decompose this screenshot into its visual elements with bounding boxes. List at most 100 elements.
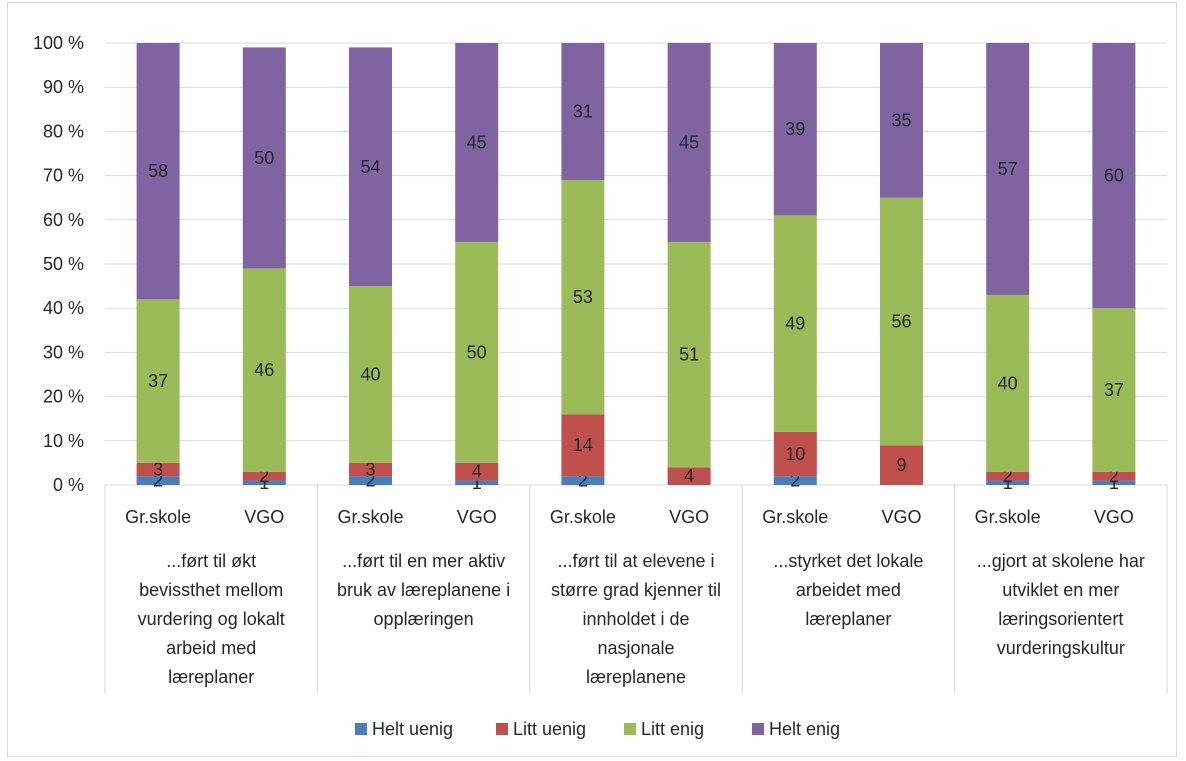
data-label: 58 bbox=[148, 161, 168, 181]
bar-segment-helt-enig bbox=[136, 43, 180, 300]
data-label: 10 bbox=[785, 444, 805, 464]
bar-segment-helt-enig bbox=[773, 43, 817, 216]
bar-segment-litt-enig bbox=[986, 294, 1030, 472]
data-label: 39 bbox=[785, 119, 805, 139]
data-label: 56 bbox=[891, 311, 911, 331]
bar-segment-litt-uenig bbox=[561, 414, 605, 477]
legend-swatch bbox=[752, 723, 764, 735]
y-tick-label: 80 % bbox=[43, 121, 84, 141]
data-label: 37 bbox=[148, 371, 168, 391]
bar-segment-litt-enig bbox=[667, 241, 711, 468]
y-tick-label: 90 % bbox=[43, 77, 84, 97]
data-label: 54 bbox=[360, 157, 380, 177]
data-label: 14 bbox=[573, 435, 593, 455]
bar-segment-litt-uenig bbox=[667, 467, 711, 485]
data-label: 2 bbox=[790, 471, 800, 491]
data-label: 60 bbox=[1104, 166, 1124, 186]
data-label: 53 bbox=[573, 287, 593, 307]
data-label: 49 bbox=[785, 314, 805, 334]
bar-segment-litt-uenig bbox=[880, 445, 923, 485]
bar-category-label: VGO bbox=[1094, 507, 1134, 527]
legend-label: Helt uenig bbox=[372, 719, 453, 739]
group-label-line: større grad kjenner til bbox=[551, 580, 721, 600]
bar-segment-litt-uenig bbox=[773, 431, 817, 477]
data-label: 3 bbox=[153, 460, 163, 480]
bar-segment-helt-uenig bbox=[349, 476, 392, 485]
legend-label: Helt enig bbox=[769, 719, 840, 739]
bar-category-label: VGO bbox=[881, 507, 921, 527]
bar-segment-helt-enig bbox=[880, 43, 923, 198]
group-label-line: innholdet i de bbox=[582, 609, 689, 629]
data-label: 37 bbox=[1104, 380, 1124, 400]
y-tick-label: 70 % bbox=[43, 166, 84, 186]
data-label: 31 bbox=[573, 102, 593, 122]
data-label: 3 bbox=[365, 460, 375, 480]
group-label-line: læreplaner bbox=[168, 667, 254, 687]
bar-segment-litt-enig bbox=[773, 215, 817, 432]
bar-segment-helt-enig bbox=[455, 43, 499, 242]
group-label-line: nasjonale bbox=[597, 638, 674, 658]
bar-segment-helt-enig bbox=[242, 47, 286, 269]
group-label-line: arbeidet med bbox=[796, 580, 901, 600]
bar-segment-litt-enig bbox=[349, 286, 392, 463]
bar-segment-litt-uenig bbox=[136, 462, 180, 477]
group-label-line: vurdering og lokalt bbox=[138, 609, 285, 629]
y-tick-label: 20 % bbox=[43, 387, 84, 407]
bar-segment-helt-uenig bbox=[986, 480, 1030, 485]
bar-segment-helt-uenig bbox=[242, 480, 286, 485]
data-label: 2 bbox=[578, 471, 588, 491]
data-label: 2 bbox=[365, 471, 375, 491]
legend-label: Litt uenig bbox=[513, 719, 586, 739]
y-tick-label: 10 % bbox=[43, 431, 84, 451]
group-label-line: ...ført til at elevene i bbox=[557, 551, 714, 571]
y-tick-label: 0 % bbox=[53, 475, 84, 495]
data-label: 1 bbox=[472, 473, 482, 493]
group-label-line: opplæringen bbox=[374, 609, 474, 629]
bar-category-label: VGO bbox=[669, 507, 709, 527]
bar-segment-litt-uenig bbox=[986, 471, 1030, 481]
bar-segment-helt-enig bbox=[1092, 43, 1136, 309]
data-label: 57 bbox=[998, 159, 1018, 179]
data-label: 50 bbox=[254, 148, 274, 168]
y-tick-label: 100 % bbox=[33, 33, 84, 53]
data-label: 45 bbox=[679, 132, 699, 152]
data-label: 9 bbox=[896, 455, 906, 475]
bar-segment-helt-enig bbox=[349, 47, 392, 287]
data-label: 2 bbox=[1003, 466, 1013, 486]
group-label-line: ...gjort at skolene har bbox=[977, 551, 1145, 571]
group-label-line: vurderingskultur bbox=[997, 638, 1125, 658]
data-label: 2 bbox=[1109, 466, 1119, 486]
bar-segment-helt-uenig bbox=[773, 476, 817, 485]
y-tick-label: 50 % bbox=[43, 254, 84, 274]
y-tick-label: 60 % bbox=[43, 210, 84, 230]
bar-segment-helt-uenig bbox=[136, 476, 180, 485]
group-label-line: læreplanene bbox=[586, 667, 686, 687]
data-label: 50 bbox=[467, 342, 487, 362]
bar-segment-helt-enig bbox=[986, 43, 1030, 295]
bar-segment-litt-uenig bbox=[242, 471, 286, 481]
legend-swatch bbox=[355, 723, 367, 735]
bar-segment-litt-uenig bbox=[455, 462, 499, 481]
bar-segment-helt-uenig bbox=[455, 480, 499, 485]
group-label-line: utviklet en mer bbox=[1002, 580, 1119, 600]
data-label: 40 bbox=[998, 373, 1018, 393]
data-label: 1 bbox=[259, 473, 269, 493]
bar-segment-litt-enig bbox=[1092, 308, 1136, 472]
bar-segment-helt-enig bbox=[561, 43, 605, 181]
group-label-line: ...ført til en mer aktiv bbox=[342, 551, 505, 571]
bar-category-label: VGO bbox=[244, 507, 284, 527]
group-label-line: læringsorientert bbox=[998, 609, 1123, 629]
bar-segment-helt-enig bbox=[667, 43, 711, 242]
bar-segment-litt-enig bbox=[880, 197, 923, 446]
data-label: 46 bbox=[254, 360, 274, 380]
data-label: 1 bbox=[1109, 473, 1119, 493]
legend-swatch bbox=[496, 723, 508, 735]
group-label-line: bruk av læreplanene i bbox=[337, 580, 510, 600]
bar-segment-litt-enig bbox=[242, 268, 286, 472]
bar-category-label: Gr.skole bbox=[125, 507, 191, 527]
data-label: 2 bbox=[153, 471, 163, 491]
data-label: 45 bbox=[467, 132, 487, 152]
bar-segment-helt-uenig bbox=[1092, 480, 1136, 485]
bar-category-label: Gr.skole bbox=[762, 507, 828, 527]
